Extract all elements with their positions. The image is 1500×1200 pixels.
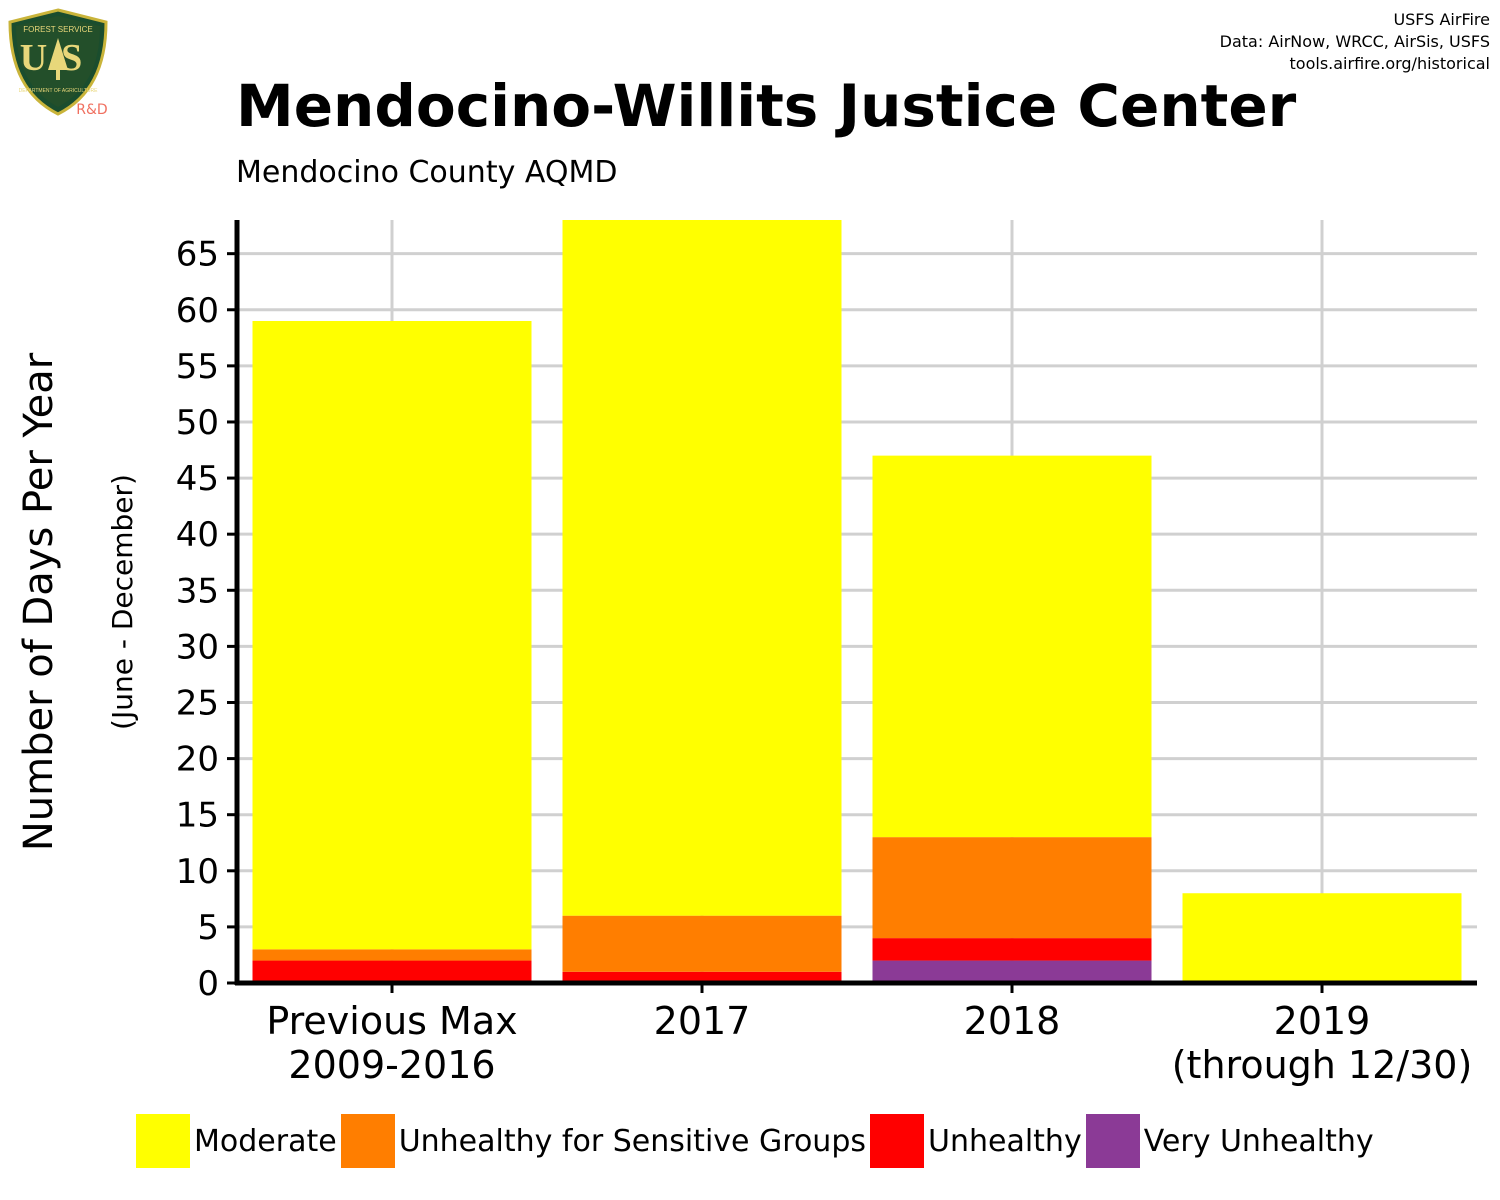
logo-text-bottom: DEPARTMENT OF AGRICULTURE [19,88,98,94]
y-tick-label: 20 [176,740,219,780]
legend: Moderate Unhealthy for Sensitive Groups Un… [136,1114,1378,1168]
y-tick-label: 35 [176,571,219,611]
legend-item: Very Unhealthy [1085,1114,1374,1168]
bar-segment-unhealthy [872,938,1152,961]
y-tick-label: 40 [176,515,219,555]
chart-title: Mendocino-Willits Justice Center [236,72,1297,140]
y-tick-label: 65 [176,235,219,275]
y-tick-label: 15 [176,796,219,836]
usfs-shield-logo: US FOREST SERVICE DEPARTMENT OF AGRICULT… [8,8,108,118]
credit-line-1: USFS AirFire [1393,10,1490,29]
axes [227,220,1477,993]
legend-item: Unhealthy [870,1114,1082,1168]
legend-swatch [136,1114,190,1168]
y-axis-title: Number of Days Per Year [16,352,62,851]
y-tick-label: 55 [176,347,219,387]
legend-label: Moderate [194,1123,337,1159]
bar-segment-unhealthy-for-sensitive-groups [562,915,842,972]
legend-label: Unhealthy for Sensitive Groups [398,1123,866,1159]
legend-swatch [870,1114,924,1168]
legend-item: Moderate [136,1114,337,1168]
bar-segment-unhealthy-for-sensitive-groups [872,837,1152,939]
credit-line-3: tools.airfire.org/historical [1289,54,1490,73]
logo-badge: R&D [76,102,107,118]
y-tick-label: 10 [176,852,219,892]
tree-icon [48,38,68,70]
bar-segment-unhealthy [252,960,532,983]
bars [252,220,1462,983]
y-tick-label: 0 [197,964,219,1004]
y-tick-label: 60 [176,291,219,331]
x-tick-label: 2018 [964,999,1061,1043]
bar-segment-moderate [1182,893,1462,983]
chart-subtitle: Mendocino County AQMD [236,155,618,190]
bar-segment-moderate [252,320,532,950]
legend-swatch [340,1114,395,1168]
bar-segment-very-unhealthy [872,960,1152,983]
y-tick-label: 5 [197,908,219,948]
y-tick-label: 45 [176,459,219,499]
x-tick-label: (through 12/30) [1172,1043,1473,1087]
x-tick-label: 2009-2016 [288,1043,495,1087]
y-axis-subtitle: (June - December) [106,474,139,730]
logo-text-top: FOREST SERVICE [23,25,93,34]
x-tick-label: 2019 [1274,999,1371,1043]
y-tick-label: 30 [176,627,219,667]
x-tick-label: Previous Max [266,999,517,1043]
legend-item: Unhealthy for Sensitive Groups [340,1114,866,1168]
y-tick-label: 25 [176,683,219,723]
bar-segment-unhealthy [562,971,842,983]
y-tick-label: 50 [176,403,219,443]
x-tick-label: 2017 [654,999,751,1043]
bar-segment-unhealthy-for-sensitive-groups [252,949,532,961]
logo-text-main: US [20,37,97,79]
bar-segment-moderate [872,455,1152,838]
legend-swatch [1085,1114,1140,1168]
bar-segment-moderate [562,220,842,916]
legend-label: Unhealthy [928,1123,1082,1159]
legend-label: Very Unhealthy [1143,1123,1374,1159]
credit-line-2: Data: AirNow, WRCC, AirSis, USFS [1219,32,1490,51]
